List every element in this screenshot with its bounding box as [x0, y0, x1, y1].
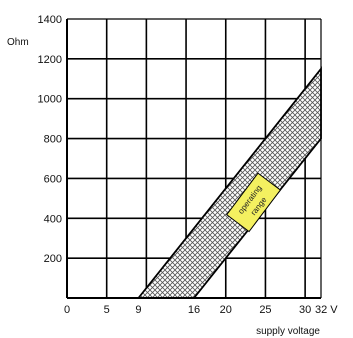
x-tick-label: 5: [104, 304, 110, 316]
x-tick-label: 16: [188, 304, 200, 316]
x-axis-label: supply voltage: [256, 326, 320, 337]
y-tick-label: 600: [44, 173, 62, 185]
tick-labels: 0 5 9 16 20 25 30 32 V 200 400 600 800 1000 1200 1400: [38, 14, 339, 316]
x-tick-label: 32 V: [315, 304, 338, 316]
band-layer: [136, 66, 322, 299]
operating-band: [136, 66, 322, 299]
x-tick-label: 9: [135, 304, 141, 316]
y-tick-label: 200: [44, 253, 62, 265]
x-tick-label: 20: [220, 304, 232, 316]
y-axis-label: Ohm: [7, 37, 29, 48]
x-tick-label: 0: [64, 304, 70, 316]
label-box-background: [226, 172, 282, 233]
y-tick-label: 1200: [38, 54, 62, 66]
x-tick-label: 30: [299, 304, 311, 316]
x-tick-label: 25: [259, 304, 271, 316]
y-tick-label: 800: [44, 134, 62, 146]
y-tick-label: 400: [44, 213, 62, 225]
y-tick-label: 1400: [38, 14, 62, 26]
axis-layer: [66, 18, 322, 299]
y-tick-label: 1000: [38, 94, 62, 106]
